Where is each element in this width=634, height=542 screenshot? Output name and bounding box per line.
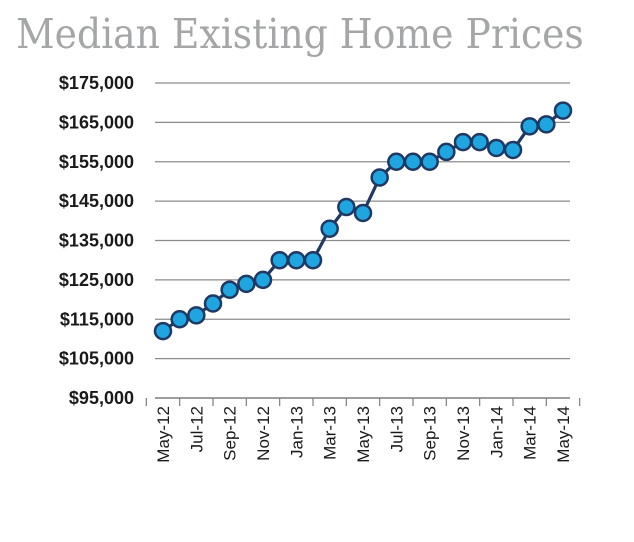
x-tick-label: Nov-13 xyxy=(454,406,473,461)
data-point xyxy=(203,294,223,313)
data-point xyxy=(270,250,289,270)
series-group xyxy=(153,101,573,341)
y-tick-label: $115,000 xyxy=(60,309,134,329)
x-tick-label: Mar-14 xyxy=(521,406,540,460)
y-tick-label: $95,000 xyxy=(69,388,134,408)
data-point xyxy=(303,250,323,270)
x-tick-label: Jan-14 xyxy=(487,406,506,458)
data-point xyxy=(187,306,206,325)
y-tick-label: $125,000 xyxy=(59,270,134,290)
data-point xyxy=(470,132,489,152)
y-tick-label: $135,000 xyxy=(59,231,134,251)
data-point xyxy=(453,132,473,152)
x-tick-label: Mar-13 xyxy=(321,406,340,460)
data-point xyxy=(487,138,506,158)
x-tick-label: Jul-13 xyxy=(387,406,406,452)
data-point xyxy=(420,152,439,171)
data-point xyxy=(370,168,389,187)
data-point xyxy=(387,152,406,171)
data-point xyxy=(170,310,189,329)
x-tick-label: Jul-12 xyxy=(187,406,206,452)
data-point xyxy=(220,280,239,299)
y-tick-label: $105,000 xyxy=(59,349,134,369)
x-tick-label: Nov-12 xyxy=(254,406,273,461)
y-axis-ticks: $95,000 $105,000 $115,000 $125,000 $135,000 $… xyxy=(59,73,134,408)
x-tick-label: Sep-13 xyxy=(421,406,440,461)
data-point xyxy=(153,321,173,341)
data-point xyxy=(353,203,373,223)
data-point xyxy=(287,250,306,270)
x-axis-ticks: May-12 Jul-12 Sep-12 Nov-12 Jan-13 Mar-13 May-… xyxy=(154,406,573,463)
chart-title: Median Existing Home Prices xyxy=(16,10,584,58)
y-tick-label: $145,000 xyxy=(59,191,134,211)
x-tick-label: May-14 xyxy=(554,406,573,463)
y-tick-label: $155,000 xyxy=(59,152,134,172)
x-tick-label: May-13 xyxy=(354,406,373,463)
data-point xyxy=(403,152,423,171)
data-point xyxy=(437,142,456,162)
data-point xyxy=(553,101,573,120)
gridlines xyxy=(155,82,570,360)
x-tick-label: Jan-13 xyxy=(287,406,306,458)
x-axis xyxy=(145,397,581,406)
data-point xyxy=(503,140,523,160)
y-tick-label: $175,000 xyxy=(59,73,134,93)
data-point xyxy=(253,270,273,290)
x-tick-label: May-12 xyxy=(154,406,173,463)
y-tick-label: $165,000 xyxy=(59,112,134,132)
data-point xyxy=(537,115,556,134)
data-point xyxy=(237,274,256,294)
x-tick-label: Sep-12 xyxy=(221,406,240,461)
data-point xyxy=(337,197,356,217)
data-point xyxy=(320,219,339,238)
data-point xyxy=(520,117,539,136)
